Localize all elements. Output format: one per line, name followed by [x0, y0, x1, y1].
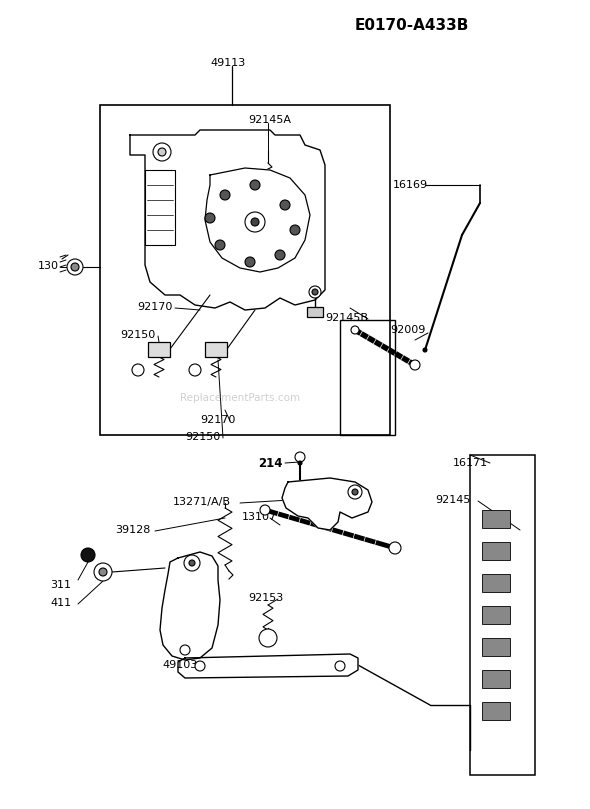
Text: 92145A: 92145A — [248, 115, 291, 125]
Circle shape — [158, 148, 166, 156]
Text: 92153: 92153 — [248, 593, 283, 603]
Text: 92145: 92145 — [435, 495, 470, 505]
Circle shape — [245, 257, 255, 267]
Text: 49113: 49113 — [210, 58, 245, 68]
Circle shape — [423, 348, 427, 352]
Polygon shape — [282, 478, 372, 530]
Bar — [100, 105, 390, 435]
Bar — [482, 702, 510, 720]
Circle shape — [245, 212, 265, 232]
Circle shape — [251, 218, 259, 226]
Text: 92170: 92170 — [200, 415, 235, 425]
Bar — [145, 170, 175, 245]
Circle shape — [153, 143, 171, 161]
Text: 92170: 92170 — [137, 302, 172, 312]
Text: 214: 214 — [258, 457, 283, 470]
Circle shape — [132, 364, 144, 376]
Circle shape — [81, 548, 95, 562]
Circle shape — [335, 661, 345, 671]
Bar — [482, 510, 510, 528]
Circle shape — [189, 364, 201, 376]
Bar — [205, 342, 227, 357]
Circle shape — [298, 461, 302, 465]
Text: 13271/A/B: 13271/A/B — [173, 497, 231, 507]
Text: 16171: 16171 — [453, 458, 488, 468]
Circle shape — [309, 286, 321, 298]
Text: 92145B: 92145B — [325, 313, 368, 323]
Bar — [148, 342, 170, 357]
Circle shape — [220, 190, 230, 200]
Circle shape — [195, 661, 205, 671]
Circle shape — [67, 259, 83, 275]
Circle shape — [312, 289, 318, 295]
Circle shape — [184, 555, 200, 571]
Circle shape — [205, 213, 215, 223]
Circle shape — [180, 645, 190, 655]
Bar — [307, 307, 323, 317]
Text: 92150: 92150 — [120, 330, 155, 340]
Circle shape — [348, 485, 362, 499]
Text: 311: 311 — [50, 580, 71, 590]
Polygon shape — [178, 654, 358, 678]
Circle shape — [215, 240, 225, 250]
Text: E0170-A433B: E0170-A433B — [355, 18, 470, 33]
Bar — [482, 574, 510, 592]
Text: 13107: 13107 — [242, 512, 277, 522]
Circle shape — [351, 326, 359, 334]
Text: 130: 130 — [38, 261, 59, 271]
Circle shape — [260, 505, 270, 515]
Text: 92009: 92009 — [390, 325, 425, 335]
Circle shape — [410, 360, 420, 370]
Circle shape — [189, 560, 195, 566]
Circle shape — [99, 568, 107, 576]
Bar — [482, 606, 510, 624]
Circle shape — [290, 225, 300, 235]
Circle shape — [250, 180, 260, 190]
Circle shape — [259, 629, 277, 647]
Text: ReplacementParts.com: ReplacementParts.com — [180, 393, 300, 403]
Bar — [482, 542, 510, 560]
Polygon shape — [205, 168, 310, 272]
Text: 49103: 49103 — [162, 660, 197, 670]
Circle shape — [280, 200, 290, 210]
Circle shape — [295, 452, 305, 462]
Circle shape — [352, 489, 358, 495]
Text: 16169: 16169 — [393, 180, 428, 190]
Polygon shape — [130, 130, 325, 310]
Polygon shape — [160, 552, 220, 660]
Circle shape — [275, 250, 285, 260]
Text: 411: 411 — [50, 598, 71, 608]
Bar — [470, 455, 535, 775]
Bar — [340, 320, 395, 435]
Text: 92150: 92150 — [185, 432, 220, 442]
Bar — [482, 670, 510, 688]
Circle shape — [94, 563, 112, 581]
Circle shape — [389, 542, 401, 554]
Circle shape — [71, 263, 79, 271]
Text: 39128: 39128 — [115, 525, 150, 535]
Bar — [482, 638, 510, 656]
